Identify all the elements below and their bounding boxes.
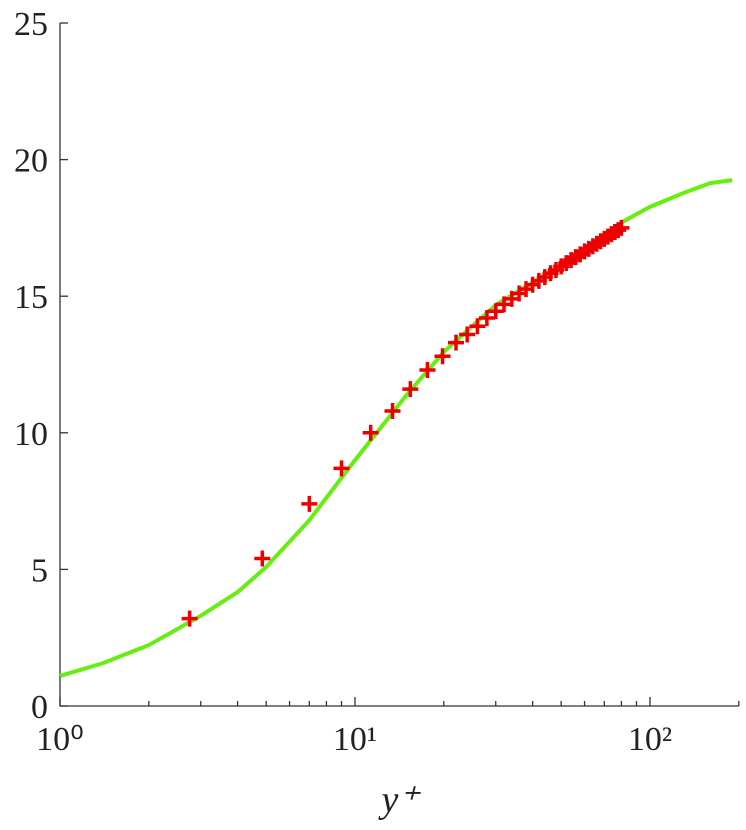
data-marker (419, 361, 436, 378)
x-tick-label: 10⁰ (36, 721, 84, 758)
data-marker (254, 550, 271, 567)
y-tick-label: 0 (31, 689, 48, 726)
x-tick-label: 10² (628, 721, 672, 758)
y-tick-label: 25 (14, 6, 48, 43)
data-marker (459, 326, 476, 343)
x-tick-label: 10¹ (333, 721, 377, 758)
data-marker (434, 348, 451, 365)
data-marker (301, 495, 318, 512)
y-tick-label: 15 (14, 279, 48, 316)
y-tick-label: 10 (14, 416, 48, 453)
axis-line (59, 23, 739, 707)
y-tick-label: 5 (31, 552, 48, 589)
data-marker (384, 402, 401, 419)
x-axis-label: y⁺ (378, 779, 422, 821)
data-marker (448, 334, 465, 351)
data-marker (613, 219, 630, 236)
data-marker (487, 303, 504, 320)
data-marker (181, 610, 198, 627)
data-marker (333, 460, 350, 477)
data-marker (469, 318, 486, 335)
y-tick-label: 20 (14, 143, 48, 180)
data-line (59, 178, 733, 678)
data-marker (478, 310, 495, 327)
data-marker (610, 222, 627, 239)
data-marker (402, 381, 419, 398)
data-marker (362, 424, 379, 441)
